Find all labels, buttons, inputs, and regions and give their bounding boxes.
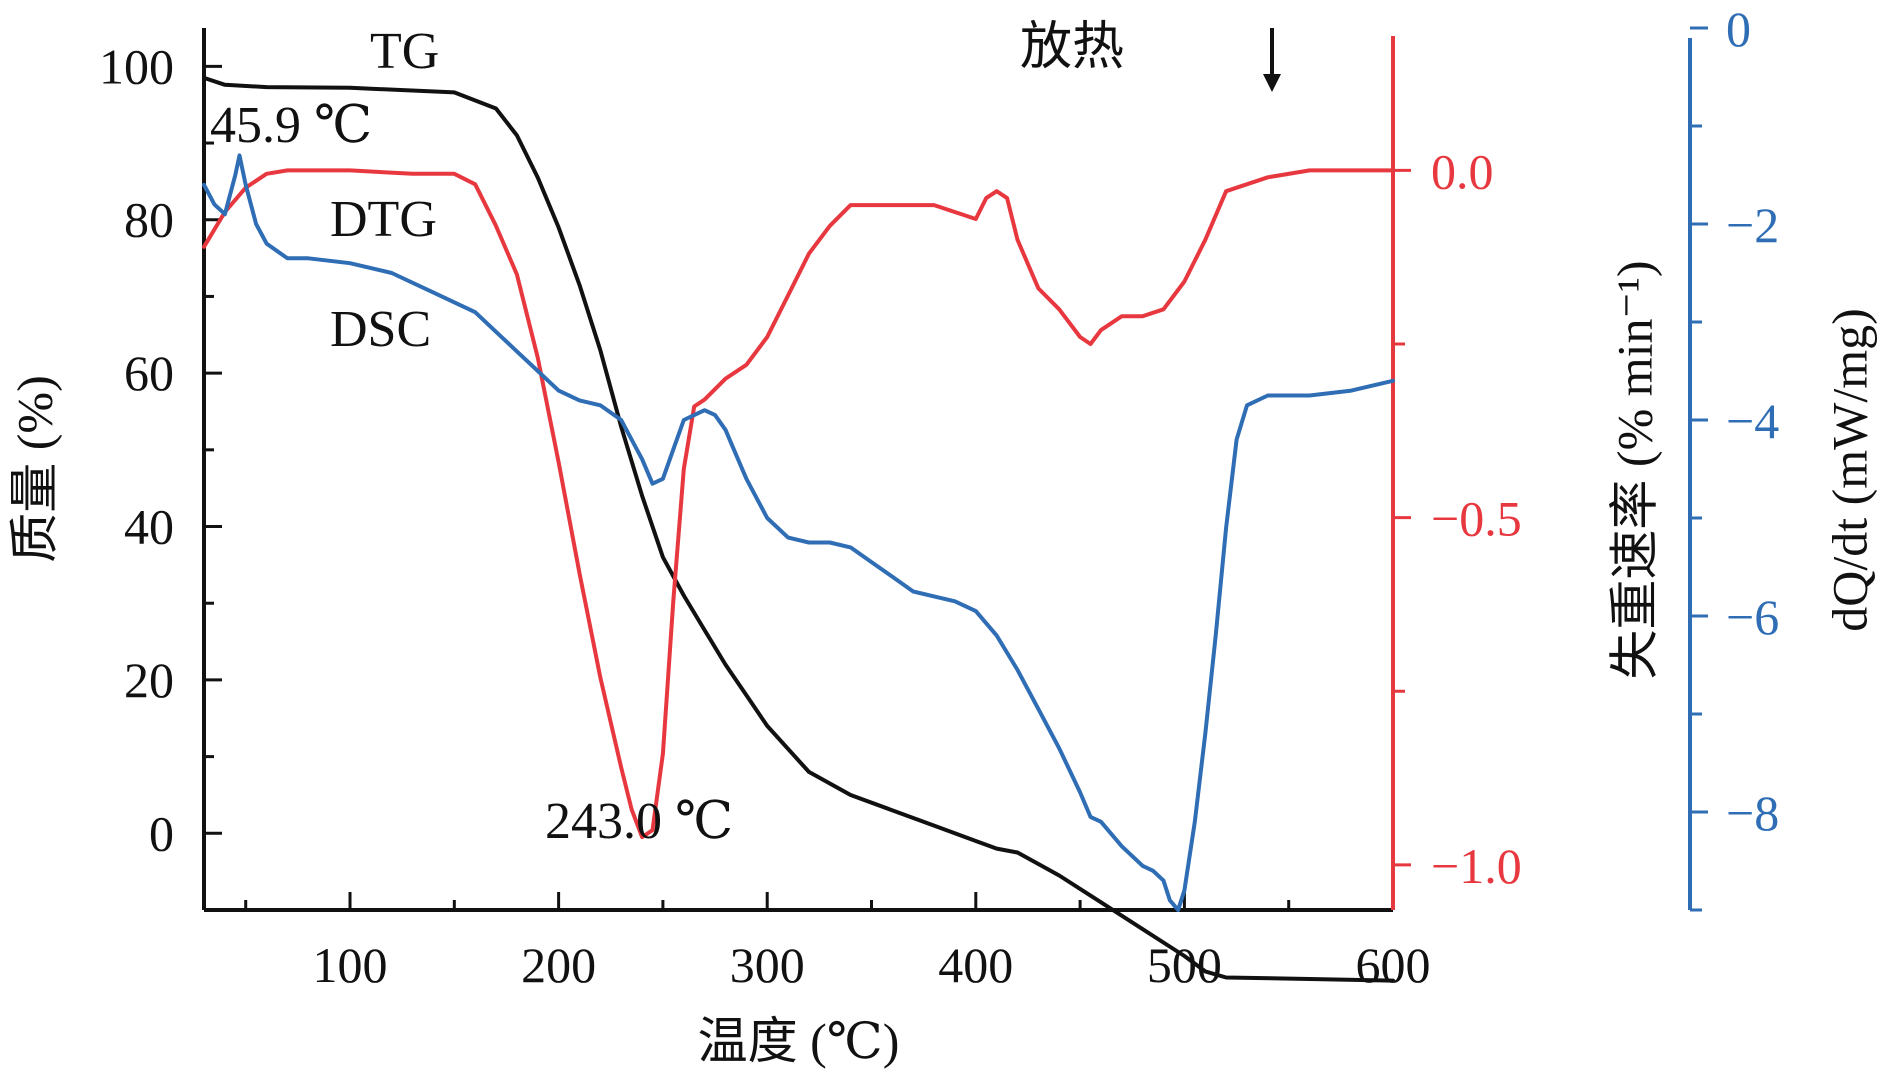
tg-tick-label: 80 xyxy=(124,192,174,248)
annotation-label: DSC xyxy=(330,301,431,358)
tg-tick-label: 60 xyxy=(124,345,174,401)
tg-tick-label: 20 xyxy=(124,652,174,708)
x-axis-title: 温度 (℃) xyxy=(698,1013,900,1069)
tg-tick-label: 40 xyxy=(124,499,174,555)
tg-axis-title: 质量 (%) xyxy=(6,375,62,562)
dsc-tick-label: −4 xyxy=(1726,393,1779,449)
annotation-label: TG xyxy=(370,23,439,80)
x-tick-label: 500 xyxy=(1147,937,1222,993)
annotation-label: 243.0 ℃ xyxy=(545,793,733,850)
series-line-tg xyxy=(202,75,1395,983)
tg-tick-label: 0 xyxy=(149,805,174,861)
dtg-axis-title: 失重速率 (% min⁻¹) xyxy=(1606,260,1662,679)
dtg-tick-label: 0.0 xyxy=(1431,143,1494,199)
tg-tick-label: 100 xyxy=(99,38,174,94)
x-tick-label: 100 xyxy=(313,937,388,993)
dsc-axis-title: dQ/dt (mW/mg) xyxy=(1821,308,1877,632)
x-tick-label: 200 xyxy=(521,937,596,993)
dtg-tick-label: −1.0 xyxy=(1431,838,1522,894)
dtg-tick-label: −0.5 xyxy=(1431,491,1522,547)
x-tick-label: 600 xyxy=(1356,937,1431,993)
dsc-tick-label: −6 xyxy=(1726,589,1779,645)
dsc-tick-label: −2 xyxy=(1726,197,1779,253)
dsc-tick-label: 0 xyxy=(1726,1,1751,57)
x-tick-label: 400 xyxy=(938,937,1013,993)
x-tick-label: 300 xyxy=(730,937,805,993)
annotation-label: 放热 xyxy=(1020,19,1124,76)
series-line-dtg xyxy=(202,168,1395,840)
dsc-tick-label: −8 xyxy=(1726,785,1779,841)
exotherm-arrow-head xyxy=(1263,74,1281,92)
annotation-label: 45.9 ℃ xyxy=(210,97,372,154)
annotation-label: DTG xyxy=(330,191,437,248)
series-line-dsc xyxy=(202,153,1395,912)
